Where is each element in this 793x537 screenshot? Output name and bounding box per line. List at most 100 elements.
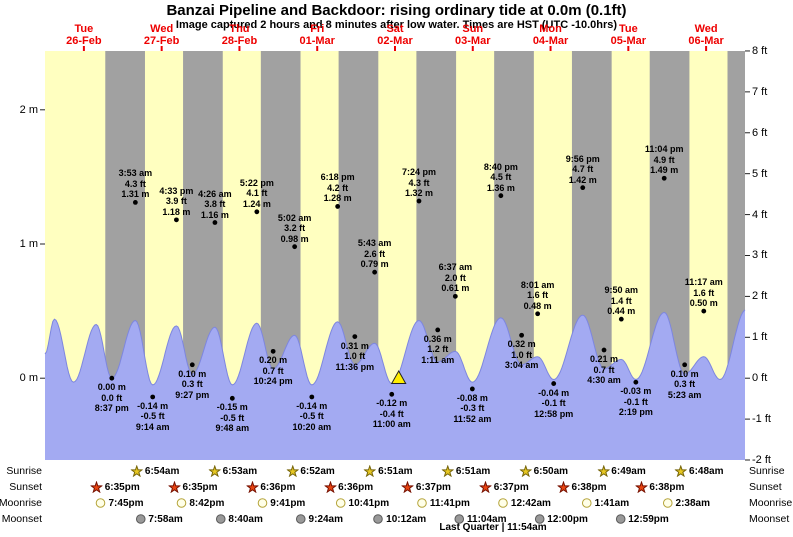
tide-point-dot xyxy=(389,391,395,397)
tide-label-line: 11:52 am xyxy=(453,413,492,424)
tide-point-dot xyxy=(633,379,639,385)
sunset-entry: 6:36pm xyxy=(324,481,373,493)
sunrise-entry: 6:52am xyxy=(286,465,335,477)
low-tide-label: -0.08 m -0.3 ft 11:52 am xyxy=(440,393,504,425)
sunset-time: 6:35pm xyxy=(104,481,140,493)
sunrise-time: 6:53am xyxy=(222,465,258,477)
tide-point-dot xyxy=(372,269,378,275)
moonset-icon xyxy=(534,514,545,524)
day-label: Sat 02-Mar xyxy=(363,23,427,47)
tide-point-dot xyxy=(254,209,260,215)
sunset-icon xyxy=(479,481,492,493)
moonrise-icon xyxy=(498,498,508,508)
tide-point-dot xyxy=(535,311,541,317)
tide-label-line: 11:17 am xyxy=(684,277,723,288)
tide-label-line: 0.48 m xyxy=(523,300,552,311)
day-label: Thu 28-Feb xyxy=(207,23,271,47)
sunrise-time: 6:48am xyxy=(689,465,724,477)
low-tide-label: 0.10 m 0.3 ft 9:27 pm xyxy=(160,369,224,401)
tide-label-line: 2.0 ft xyxy=(444,272,466,283)
low-tide-label: 0.32 m 1.0 ft 3:04 am xyxy=(490,339,554,371)
moonset-time: 9:24am xyxy=(308,513,344,525)
moonset-entry: 9:24am xyxy=(295,513,343,525)
tide-label-line: 0.36 m xyxy=(423,333,452,344)
sunset-time: 6:38pm xyxy=(571,481,607,493)
moonset-time: 8:40am xyxy=(228,513,263,525)
right-axis-tick-label: 2 ft xyxy=(752,290,768,303)
sunrise-entry: 6:51am xyxy=(364,465,413,477)
sunrise-time: 6:50am xyxy=(533,465,569,477)
moonrise-time: 11:41pm xyxy=(429,497,470,509)
tide-label-line: 4.7 ft xyxy=(572,164,594,175)
left-axis-tick-label: 0 m xyxy=(19,372,38,385)
right-axis-tick-label: 5 ft xyxy=(752,167,768,180)
tide-point-dot xyxy=(229,395,235,401)
tide-label-line: 3:53 am xyxy=(118,168,153,179)
tide-label-line: 4.2 ft xyxy=(327,182,349,193)
row-label-moonset-right: Moonset xyxy=(749,513,790,525)
right-axis-tick-label: 8 ft xyxy=(752,44,768,57)
sunset-icon xyxy=(246,481,259,493)
tide-label-line: 1.6 ft xyxy=(693,287,715,298)
day-date: 02-Mar xyxy=(377,35,413,47)
sunset-icon xyxy=(557,481,570,493)
tide-label-line: -0.4 ft xyxy=(379,408,404,419)
tide-label-line: 10:20 am xyxy=(292,421,332,432)
high-tide-label: 4:26 am 3.8 ft 1.16 m xyxy=(183,189,247,221)
low-tide-label: 0.10 m 0.3 ft 5:23 am xyxy=(653,369,717,401)
tide-label-line: 9:27 pm xyxy=(175,389,210,400)
tide-label-line: 3.2 ft xyxy=(284,223,306,234)
tide-label-line: 5:02 am xyxy=(277,212,312,223)
tide-label-line: 0.31 m xyxy=(340,340,369,351)
tide-point-dot xyxy=(416,198,422,204)
moonrise-entry: 9:41pm xyxy=(256,497,305,509)
tide-label-line: 1.49 m xyxy=(650,165,679,176)
tide-label-line: 1.0 ft xyxy=(344,351,366,362)
sunrise-icon xyxy=(286,465,299,477)
tide-label-line: 3.9 ft xyxy=(165,196,187,207)
tide-label-line: 4.3 ft xyxy=(408,177,430,188)
right-axis-tick-label: 3 ft xyxy=(752,249,768,262)
day-name: Mon xyxy=(539,23,562,35)
day-name: Wed xyxy=(150,23,174,35)
tide-label-line: 0.21 m xyxy=(590,354,619,365)
tide-label-line: 1.18 m xyxy=(162,206,191,217)
day-date: 28-Feb xyxy=(221,35,258,47)
moonset-time: 12:00pm xyxy=(547,513,588,525)
tide-label-line: 4.3 ft xyxy=(124,178,146,189)
right-axis-tick-label: -2 ft xyxy=(752,454,771,466)
low-tide-label: -0.14 m -0.5 ft 9:14 am xyxy=(121,401,185,433)
tide-label-line: -0.15 m xyxy=(216,402,248,413)
sunset-entry: 6:37pm xyxy=(401,481,451,493)
day-date: 03-Mar xyxy=(455,35,491,47)
tide-label-line: 1:11 am xyxy=(421,354,455,365)
tide-label-line: 4:26 am xyxy=(198,188,232,199)
sunrise-entry: 6:50am xyxy=(519,465,569,477)
tide-point-dot xyxy=(174,217,179,223)
right-axis-tick-label: 7 ft xyxy=(752,85,768,98)
tide-label-line: 1.36 m xyxy=(486,182,515,193)
tide-label-line: 0.10 m xyxy=(670,368,699,379)
tide-label-line: 9:56 pm xyxy=(565,153,600,164)
day-label: Tue 26-Feb xyxy=(52,23,116,47)
moonset-icon xyxy=(454,514,464,524)
tide-label-line: 0.3 ft xyxy=(674,379,696,390)
tide-point-dot xyxy=(150,394,156,400)
day-label: Sun 03-Mar xyxy=(441,23,505,47)
tide-point-dot xyxy=(661,175,667,181)
right-axis-tick-label: -1 ft xyxy=(752,413,771,426)
day-name: Tue xyxy=(74,23,94,35)
moonrise-time: 10:41pm xyxy=(348,497,390,509)
tide-label-line: 9:14 am xyxy=(135,421,170,432)
high-tide-label: 9:56 pm 4.7 ft 1.42 m xyxy=(551,154,615,186)
tide-label-line: 1.16 m xyxy=(200,209,229,220)
high-tide-label: 6:18 pm 4.2 ft 1.28 m xyxy=(306,172,370,204)
tide-label-line: 4.5 ft xyxy=(490,172,512,183)
sunrise-entry: 6:51am xyxy=(441,465,490,477)
tide-label-line: 0.0 ft xyxy=(101,392,123,403)
tide-label-line: 4:33 pm xyxy=(159,185,194,196)
row-label-sunset-right: Sunset xyxy=(749,481,782,493)
tide-label-line: 0.10 m xyxy=(178,368,207,379)
sunrise-time: 6:49am xyxy=(611,465,646,477)
moonrise-time: 12:42am xyxy=(510,497,551,509)
